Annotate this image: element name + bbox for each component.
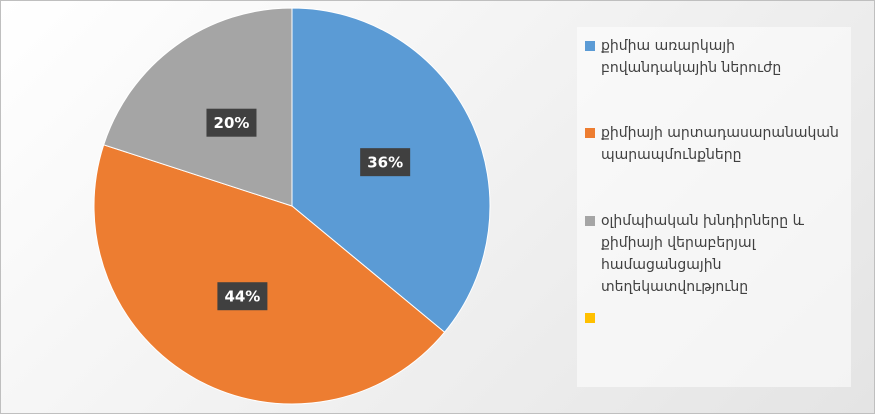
legend-entry: քիմիայի արտադասարանական պարապմունքները (585, 122, 847, 166)
legend-label: օլիմպիական խնդիրները և քիմիայի վերաբերյա… (601, 213, 804, 295)
legend-swatch (585, 128, 595, 138)
legend-entry: քիմիա առարկայի բովանդակային ներուժը (585, 35, 847, 79)
legend: քիմիա առարկայի բովանդակային ներուժը քիմիա… (577, 27, 851, 387)
legend-entry: օլիմպիական խնդիրները և քիմիայի վերաբերյա… (585, 210, 847, 298)
label-box (206, 108, 257, 137)
data-label: 44% (224, 288, 260, 306)
legend-swatch (585, 41, 595, 51)
label-box (360, 148, 411, 177)
legend-label: քիմիայի արտադասարանական պարապմունքները (601, 125, 839, 163)
label-box (217, 282, 268, 311)
pie-slice (103, 7, 293, 207)
legend-swatch (585, 216, 595, 226)
legend-swatch (585, 313, 595, 323)
legend-label: քիմիա առարկայի բովանդակային ներուժը (601, 38, 782, 76)
pie-slice (93, 144, 446, 405)
data-label: 36% (367, 154, 403, 172)
data-label: 20% (214, 114, 250, 132)
